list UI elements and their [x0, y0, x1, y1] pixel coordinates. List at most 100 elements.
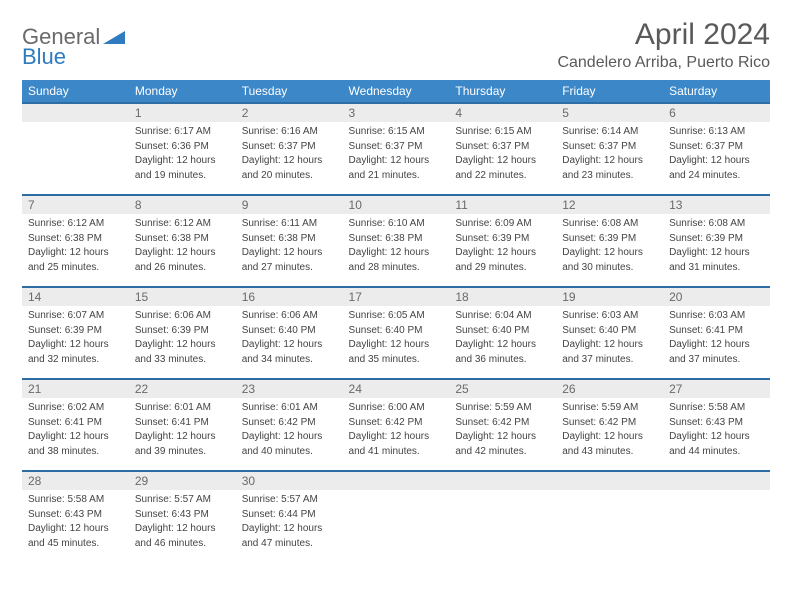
calendar-day-cell: 4Sunrise: 6:15 AMSunset: 6:37 PMDaylight… [449, 103, 556, 195]
calendar-day-cell: 7Sunrise: 6:12 AMSunset: 6:38 PMDaylight… [22, 195, 129, 287]
day-body: Sunrise: 6:02 AMSunset: 6:41 PMDaylight:… [22, 398, 129, 465]
day-sunrise: Sunrise: 5:57 AM [242, 493, 337, 507]
day-day1: Daylight: 12 hours [562, 338, 657, 352]
calendar-day-cell: 18Sunrise: 6:04 AMSunset: 6:40 PMDayligh… [449, 287, 556, 379]
day-day2: and 41 minutes. [349, 445, 444, 459]
day-body: Sunrise: 6:05 AMSunset: 6:40 PMDaylight:… [343, 306, 450, 373]
day-day2: and 44 minutes. [669, 445, 764, 459]
day-day1: Daylight: 12 hours [242, 430, 337, 444]
day-sunrise: Sunrise: 5:58 AM [28, 493, 123, 507]
day-day2: and 25 minutes. [28, 261, 123, 275]
day-number: 5 [556, 104, 663, 122]
day-sunset: Sunset: 6:37 PM [669, 140, 764, 154]
day-sunset: Sunset: 6:38 PM [349, 232, 444, 246]
day-sunset: Sunset: 6:38 PM [135, 232, 230, 246]
day-body: Sunrise: 6:04 AMSunset: 6:40 PMDaylight:… [449, 306, 556, 373]
month-title: April 2024 [557, 18, 770, 52]
day-number: 22 [129, 380, 236, 398]
day-body: Sunrise: 6:15 AMSunset: 6:37 PMDaylight:… [449, 122, 556, 189]
day-day1: Daylight: 12 hours [242, 154, 337, 168]
calendar-day-cell: 23Sunrise: 6:01 AMSunset: 6:42 PMDayligh… [236, 379, 343, 471]
day-day1: Daylight: 12 hours [242, 522, 337, 536]
day-sunrise: Sunrise: 6:05 AM [349, 309, 444, 323]
day-sunset: Sunset: 6:42 PM [455, 416, 550, 430]
day-body: Sunrise: 6:17 AMSunset: 6:36 PMDaylight:… [129, 122, 236, 189]
day-day1: Daylight: 12 hours [135, 430, 230, 444]
day-body: Sunrise: 6:11 AMSunset: 6:38 PMDaylight:… [236, 214, 343, 281]
day-body: Sunrise: 5:57 AMSunset: 6:44 PMDaylight:… [236, 490, 343, 557]
day-sunset: Sunset: 6:37 PM [455, 140, 550, 154]
day-day2: and 30 minutes. [562, 261, 657, 275]
day-day1: Daylight: 12 hours [135, 154, 230, 168]
day-number-empty [663, 472, 770, 490]
calendar-day-cell [556, 471, 663, 563]
day-number: 6 [663, 104, 770, 122]
weekday-header: Monday [129, 80, 236, 103]
day-number: 13 [663, 196, 770, 214]
calendar-day-cell: 21Sunrise: 6:02 AMSunset: 6:41 PMDayligh… [22, 379, 129, 471]
day-sunset: Sunset: 6:43 PM [669, 416, 764, 430]
day-sunrise: Sunrise: 5:59 AM [562, 401, 657, 415]
day-day1: Daylight: 12 hours [455, 154, 550, 168]
calendar-day-cell: 15Sunrise: 6:06 AMSunset: 6:39 PMDayligh… [129, 287, 236, 379]
calendar-day-cell: 1Sunrise: 6:17 AMSunset: 6:36 PMDaylight… [129, 103, 236, 195]
day-sunset: Sunset: 6:40 PM [562, 324, 657, 338]
day-sunset: Sunset: 6:36 PM [135, 140, 230, 154]
day-sunset: Sunset: 6:40 PM [349, 324, 444, 338]
day-number: 2 [236, 104, 343, 122]
day-sunrise: Sunrise: 6:04 AM [455, 309, 550, 323]
day-sunset: Sunset: 6:41 PM [135, 416, 230, 430]
day-sunrise: Sunrise: 6:03 AM [669, 309, 764, 323]
calendar-day-cell [663, 471, 770, 563]
day-sunset: Sunset: 6:38 PM [28, 232, 123, 246]
day-sunrise: Sunrise: 6:03 AM [562, 309, 657, 323]
logo-triangle-icon [103, 24, 125, 50]
day-body: Sunrise: 6:14 AMSunset: 6:37 PMDaylight:… [556, 122, 663, 189]
day-body: Sunrise: 6:09 AMSunset: 6:39 PMDaylight:… [449, 214, 556, 281]
day-body: Sunrise: 5:58 AMSunset: 6:43 PMDaylight:… [22, 490, 129, 557]
day-number: 17 [343, 288, 450, 306]
day-day2: and 37 minutes. [669, 353, 764, 367]
day-day2: and 40 minutes. [242, 445, 337, 459]
calendar-day-cell: 13Sunrise: 6:08 AMSunset: 6:39 PMDayligh… [663, 195, 770, 287]
calendar-day-cell: 29Sunrise: 5:57 AMSunset: 6:43 PMDayligh… [129, 471, 236, 563]
day-day2: and 20 minutes. [242, 169, 337, 183]
day-sunset: Sunset: 6:37 PM [242, 140, 337, 154]
day-body: Sunrise: 6:07 AMSunset: 6:39 PMDaylight:… [22, 306, 129, 373]
day-day2: and 43 minutes. [562, 445, 657, 459]
day-body: Sunrise: 6:15 AMSunset: 6:37 PMDaylight:… [343, 122, 450, 189]
day-body: Sunrise: 6:16 AMSunset: 6:37 PMDaylight:… [236, 122, 343, 189]
day-day2: and 45 minutes. [28, 537, 123, 551]
day-number: 15 [129, 288, 236, 306]
day-sunset: Sunset: 6:40 PM [242, 324, 337, 338]
day-sunset: Sunset: 6:39 PM [135, 324, 230, 338]
day-sunset: Sunset: 6:37 PM [349, 140, 444, 154]
day-day2: and 35 minutes. [349, 353, 444, 367]
day-day1: Daylight: 12 hours [28, 430, 123, 444]
day-day1: Daylight: 12 hours [349, 338, 444, 352]
day-day2: and 37 minutes. [562, 353, 657, 367]
day-sunrise: Sunrise: 6:00 AM [349, 401, 444, 415]
day-sunrise: Sunrise: 6:06 AM [242, 309, 337, 323]
day-day1: Daylight: 12 hours [455, 430, 550, 444]
day-day1: Daylight: 12 hours [349, 246, 444, 260]
calendar-week-row: 1Sunrise: 6:17 AMSunset: 6:36 PMDaylight… [22, 103, 770, 195]
calendar-week-row: 14Sunrise: 6:07 AMSunset: 6:39 PMDayligh… [22, 287, 770, 379]
calendar-day-cell: 19Sunrise: 6:03 AMSunset: 6:40 PMDayligh… [556, 287, 663, 379]
day-day1: Daylight: 12 hours [28, 522, 123, 536]
weekday-header: Tuesday [236, 80, 343, 103]
day-sunset: Sunset: 6:39 PM [669, 232, 764, 246]
day-day1: Daylight: 12 hours [669, 430, 764, 444]
location-subtitle: Candelero Arriba, Puerto Rico [557, 54, 770, 72]
day-body: Sunrise: 6:06 AMSunset: 6:40 PMDaylight:… [236, 306, 343, 373]
day-number: 9 [236, 196, 343, 214]
day-day1: Daylight: 12 hours [135, 522, 230, 536]
day-body: Sunrise: 6:08 AMSunset: 6:39 PMDaylight:… [556, 214, 663, 281]
day-number-empty [449, 472, 556, 490]
day-day1: Daylight: 12 hours [562, 154, 657, 168]
day-sunset: Sunset: 6:44 PM [242, 508, 337, 522]
day-day1: Daylight: 12 hours [135, 338, 230, 352]
day-body: Sunrise: 6:10 AMSunset: 6:38 PMDaylight:… [343, 214, 450, 281]
calendar-day-cell: 9Sunrise: 6:11 AMSunset: 6:38 PMDaylight… [236, 195, 343, 287]
calendar-day-cell: 30Sunrise: 5:57 AMSunset: 6:44 PMDayligh… [236, 471, 343, 563]
